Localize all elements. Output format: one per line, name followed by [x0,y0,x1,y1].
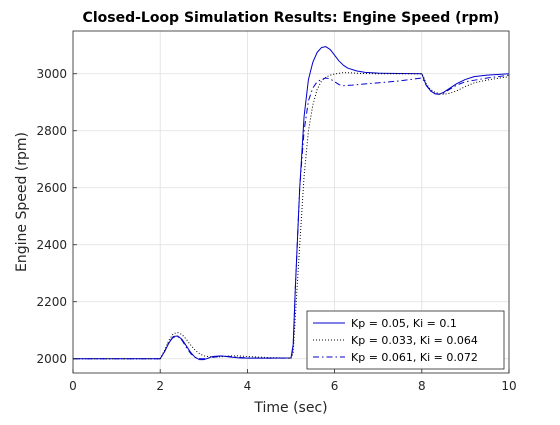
y-tick-label: 2800 [36,124,67,138]
curves [73,46,510,361]
x-tick-label: 2 [156,379,164,393]
y-tick-label: 2000 [36,352,67,366]
legend: Kp = 0.05, Ki = 0.1 Kp = 0.033, Ki = 0.06… [306,310,505,370]
y-tick-label: 2200 [36,295,67,309]
series-line-1 [73,46,510,361]
chart-title: Closed-Loop Simulation Results: Engine S… [83,10,500,26]
y-tick-label: 2400 [36,238,67,252]
legend-label-1: Kp = 0.05, Ki = 0.1 [351,317,457,330]
x-tick-label: 6 [331,379,339,393]
y-tick-label: 2600 [36,181,67,195]
series-line-3 [73,74,510,360]
x-axis-label: Time (sec) [253,400,327,416]
x-tick-label: 4 [244,379,252,393]
x-tick-label: 10 [501,379,516,393]
x-tick-label: 0 [69,379,77,393]
x-tick-label: 8 [418,379,426,393]
ticks: 0 2 4 6 8 10 2000 2200 2400 2600 2800 3000 [36,67,516,393]
legend-box [306,310,505,370]
y-axis-label: Engine Speed (rpm) [14,132,30,272]
legend-label-2: Kp = 0.033, Ki = 0.064 [351,334,478,347]
y-tick-label: 3000 [36,67,67,81]
legend-label-3: Kp = 0.061, Ki = 0.072 [351,351,478,364]
plot-frame [72,30,510,374]
